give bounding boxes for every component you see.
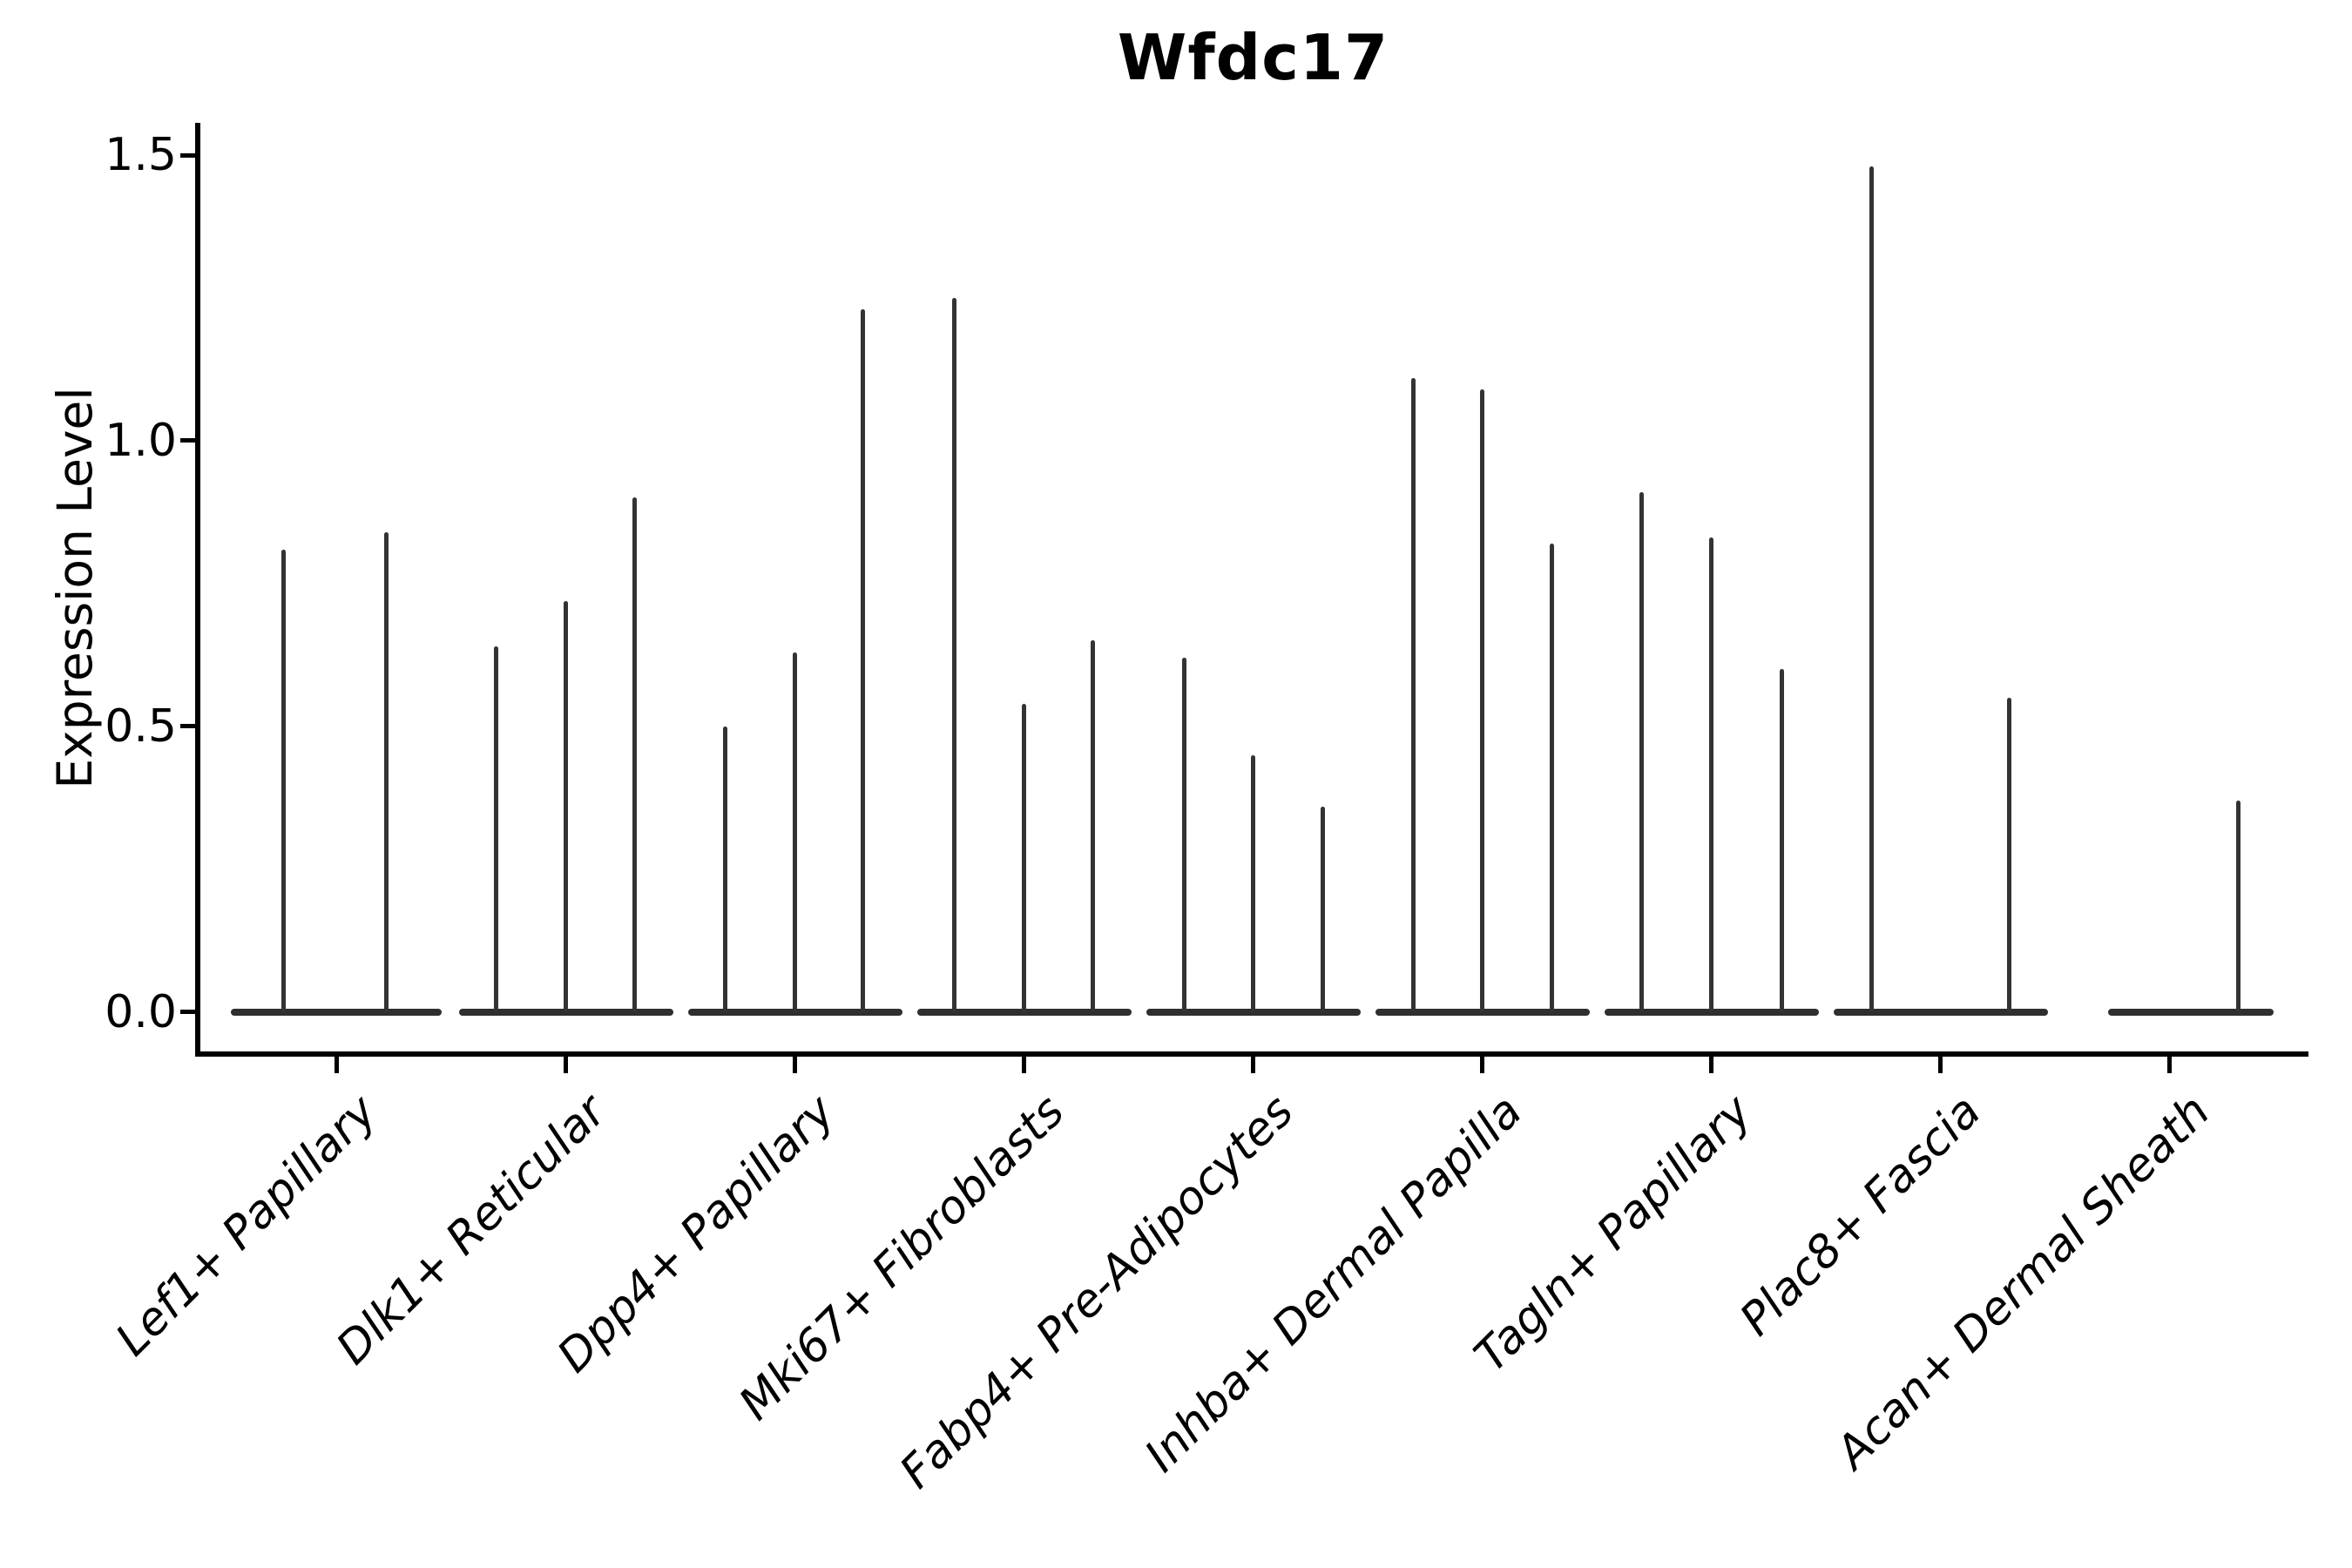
x-tick	[334, 1054, 339, 1073]
x-tick-label: Inhba+ Dermal Papilla	[1135, 1085, 1533, 1483]
violin-base	[231, 1008, 442, 1016]
x-tick	[563, 1054, 568, 1073]
violin-spike	[1090, 640, 1095, 1012]
chart-title: Wfdc17	[1117, 21, 1389, 94]
violin-base	[1375, 1008, 1590, 1016]
y-tick-label: 0.5	[105, 700, 177, 753]
violin-spike	[860, 309, 865, 1012]
violin-spike	[1181, 658, 1186, 1012]
y-tick	[180, 1010, 198, 1015]
x-tick	[792, 1054, 797, 1073]
x-tick	[1250, 1054, 1255, 1073]
violin-spike	[280, 549, 286, 1012]
y-tick-label: 1.0	[105, 414, 177, 467]
violin-base	[459, 1008, 673, 1016]
y-axis-spine	[195, 123, 200, 1057]
violin-spike	[1250, 754, 1255, 1012]
violin-spike	[1869, 166, 1874, 1012]
x-tick	[1479, 1054, 1484, 1073]
y-tick	[180, 724, 198, 729]
violin-spike	[632, 497, 637, 1012]
violin-base	[688, 1008, 902, 1016]
violin-base	[917, 1008, 1132, 1016]
x-tick-label: Acan+ Dermal Sheath	[1826, 1085, 2220, 1479]
violin-spike	[563, 600, 568, 1012]
violin-spike	[1021, 703, 1026, 1012]
violin-base	[2108, 1008, 2274, 1016]
y-tick	[180, 152, 198, 158]
violin-spike	[1708, 537, 1713, 1012]
x-tick-label: Fabp4+ Pre-Adipocytes	[889, 1085, 1304, 1499]
violin-spike	[493, 645, 498, 1012]
x-tick	[2166, 1054, 2172, 1073]
y-tick-label: 0.0	[105, 985, 177, 1038]
violin-spike	[1779, 669, 1784, 1012]
violin-spike	[1549, 543, 1554, 1012]
x-tick	[1937, 1054, 1943, 1073]
violin-base	[1146, 1008, 1361, 1016]
y-tick	[180, 438, 198, 443]
violin-spike	[2006, 698, 2011, 1012]
violin-spike	[2235, 801, 2240, 1012]
x-tick	[1021, 1054, 1026, 1073]
violin-spike	[722, 726, 727, 1012]
violin-spike	[792, 652, 797, 1012]
violin-base	[1605, 1008, 1819, 1016]
violin-spike	[1320, 806, 1325, 1012]
violin-spike	[383, 531, 389, 1012]
violin-spike	[1639, 491, 1644, 1012]
x-tick-label: Plac8+ Fascia	[1730, 1085, 1991, 1347]
x-tick	[1708, 1054, 1713, 1073]
violin-spike	[1410, 377, 1416, 1012]
violin-spike	[951, 297, 956, 1012]
violin-spike	[1479, 389, 1484, 1012]
violin-base	[1834, 1008, 2048, 1016]
y-tick-label: 1.5	[105, 129, 177, 181]
